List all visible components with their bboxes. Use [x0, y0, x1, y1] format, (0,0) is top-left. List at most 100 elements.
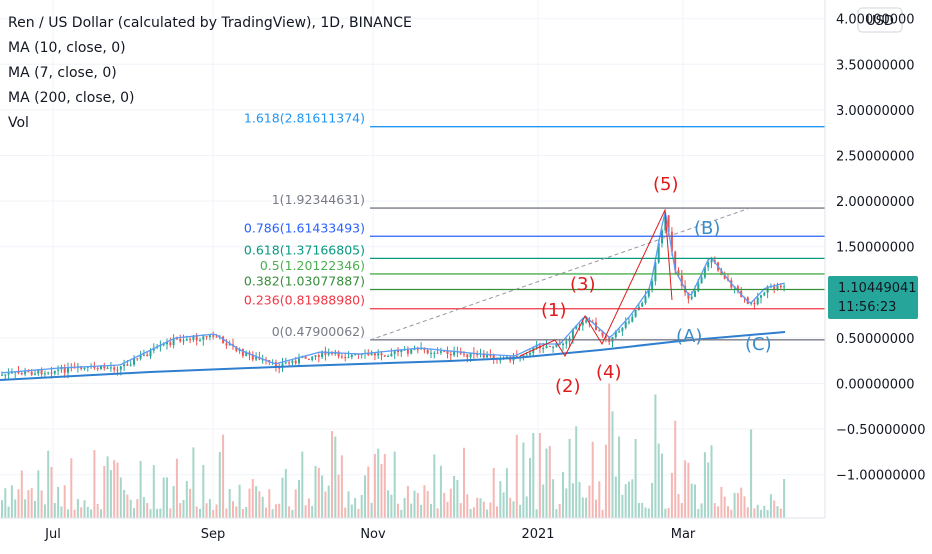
candle: [192, 335, 195, 340]
volume-bar: [512, 501, 515, 518]
volume-bar: [354, 497, 357, 518]
volume-bar: [773, 500, 776, 518]
candle: [43, 373, 46, 375]
volume-bar: [555, 509, 558, 518]
candle: [212, 335, 215, 337]
candle: [674, 251, 677, 271]
candle: [565, 341, 568, 344]
volume-bar: [397, 503, 399, 518]
volume-bar: [218, 452, 221, 518]
currency-button[interactable]: [857, 7, 903, 33]
volume-bar: [529, 458, 531, 518]
volume-bar: [743, 496, 746, 518]
currency-label[interactable]: USD: [866, 14, 894, 29]
candle: [195, 335, 198, 341]
volume-bar: [278, 503, 281, 518]
fib-label: 0.618(1.37166805): [244, 242, 365, 257]
volume-bar: [446, 501, 449, 518]
moving-average-200: [0, 331, 786, 381]
volume-bar: [172, 486, 175, 518]
volume-bar: [284, 468, 287, 518]
wave-line: [519, 208, 673, 358]
volume-bar: [552, 479, 555, 518]
volume-bar: [109, 470, 112, 518]
candle: [139, 355, 142, 359]
candle: [1, 374, 3, 376]
candle: [548, 346, 551, 348]
volume-bar: [232, 501, 234, 518]
candle: [522, 355, 525, 357]
volume-bar: [222, 434, 225, 518]
candle: [410, 349, 413, 354]
candle: [598, 330, 601, 332]
candle: [588, 320, 591, 323]
volume-bar: [413, 490, 416, 518]
volume-bar: [377, 448, 380, 518]
candle: [703, 267, 706, 278]
volume-bar: [670, 472, 673, 518]
volume-bar: [525, 496, 528, 518]
volume-bar: [116, 462, 119, 518]
candle: [443, 351, 446, 353]
candle: [690, 296, 693, 299]
volume-bar: [469, 508, 472, 518]
volume-bar: [179, 503, 182, 518]
volume-bar: [727, 506, 729, 518]
volume-bar: [598, 481, 601, 518]
volume-bar: [321, 475, 324, 518]
volume-bar: [661, 453, 663, 518]
x-tick-label: Mar: [671, 527, 696, 542]
candle: [40, 369, 43, 375]
candle: [172, 338, 175, 345]
candle: [30, 371, 33, 375]
volume-bar: [166, 477, 168, 518]
volume-bar: [324, 491, 327, 518]
candle: [403, 349, 406, 351]
candle: [601, 331, 604, 337]
volume-bar: [96, 503, 99, 518]
volume-bar: [449, 488, 452, 518]
candle: [578, 325, 581, 327]
volume-bar: [24, 499, 27, 518]
candle: [162, 344, 165, 346]
candle: [146, 354, 149, 357]
volume-bar: [192, 447, 195, 518]
candle: [208, 335, 211, 338]
wave-label: (5): [653, 174, 679, 195]
candle: [294, 360, 297, 364]
candle: [469, 352, 472, 358]
volume-bar: [274, 504, 277, 518]
volume-bar: [4, 488, 7, 518]
volume-bar: [238, 484, 241, 518]
volume-bar: [30, 488, 33, 518]
volume-bar: [756, 504, 759, 518]
candle: [756, 297, 759, 305]
volume-bar: [476, 497, 479, 518]
candle: [677, 270, 680, 276]
volume-bar: [20, 470, 23, 518]
wave-label: (4): [596, 362, 622, 383]
volume-bar: [301, 451, 304, 518]
candle: [581, 322, 584, 326]
volume-bar: [304, 505, 307, 518]
candle: [482, 353, 485, 358]
candle: [446, 351, 449, 355]
volume-bar: [106, 456, 109, 518]
candle: [641, 302, 644, 307]
volume-bar: [199, 508, 201, 518]
volume-bar: [314, 465, 317, 518]
candle: [400, 349, 403, 353]
volume-bar: [575, 426, 578, 518]
candle: [383, 355, 386, 357]
volume-bar: [357, 508, 360, 518]
candle: [466, 354, 469, 358]
candle: [179, 338, 182, 342]
volume-bar: [677, 494, 680, 518]
volume-bar: [14, 499, 17, 518]
volume-bar: [139, 461, 142, 518]
volume-bar: [268, 489, 271, 518]
volume-bar: [334, 436, 337, 518]
candle: [199, 339, 201, 341]
volume-bar: [651, 482, 654, 518]
candle: [492, 355, 495, 359]
